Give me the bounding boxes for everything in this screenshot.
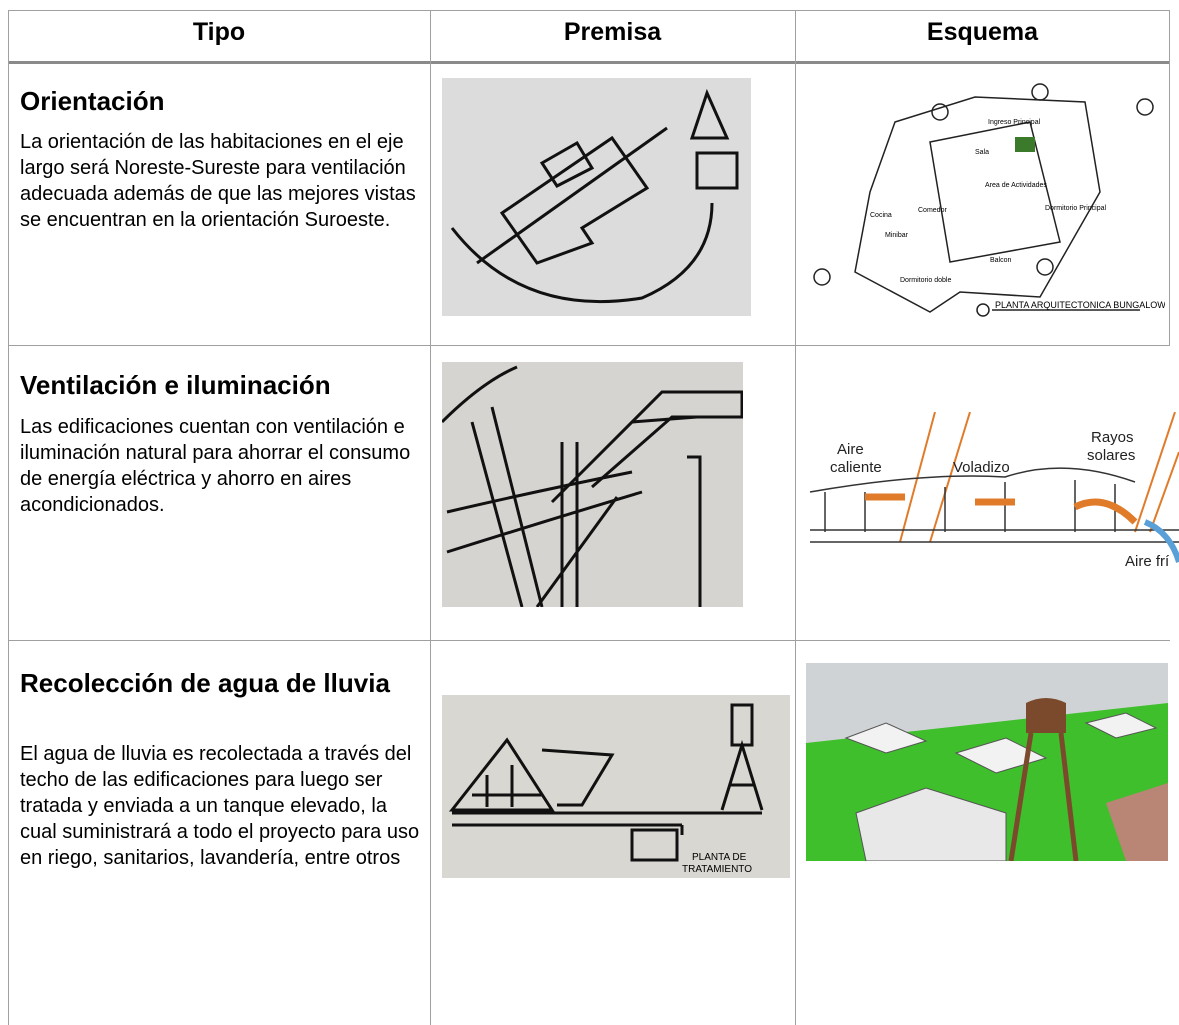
plan-label: Balcon — [990, 257, 1012, 264]
plan-label: Dormitorio Principal — [1045, 205, 1107, 212]
border — [8, 640, 1170, 641]
border — [8, 10, 9, 1025]
row-text: Las edificaciones cuentan con ventilació… — [20, 416, 411, 516]
border — [795, 10, 796, 1025]
row-text: La orientación de las habitaciones en el… — [20, 131, 416, 231]
diagram-label: Aire frí — [1125, 553, 1170, 570]
plan-label: Comedor — [918, 207, 947, 214]
border — [8, 61, 1170, 64]
sketch-image — [442, 78, 751, 316]
diagram-label: Voladizo — [953, 459, 1010, 476]
row-title: Ventilación e iluminación — [20, 370, 331, 400]
sketch-label: PLANTA DE — [692, 852, 747, 863]
header: Tipo — [192, 18, 246, 46]
sketch-label: TRATAMIENTO — [682, 864, 752, 875]
border — [8, 345, 1170, 346]
plan-label: Cocina — [870, 212, 892, 219]
plan-image: Ingreso Principal Sala Area de Actividad… — [800, 82, 1165, 320]
row-text: El agua de lluvia es recolectada a travé… — [20, 743, 420, 869]
render-image — [806, 663, 1168, 861]
row-title: Recolección de agua de lluvia — [20, 668, 390, 698]
diagram-label: Rayos — [1091, 429, 1134, 446]
plan-label: Dormitorio doble — [900, 277, 951, 284]
border — [1169, 10, 1170, 345]
diagram-label: solares — [1087, 447, 1135, 464]
border — [8, 10, 1170, 11]
diagram-label: caliente — [830, 459, 882, 476]
plan-label: Area de Actividades — [985, 182, 1047, 189]
row-title: Orientación — [20, 86, 165, 116]
sketch-image: PLANTA DE TRATAMIENTO — [442, 695, 790, 878]
header: Premisa — [563, 18, 662, 46]
plan-label: Sala — [975, 149, 989, 156]
diagram-image: Aire caliente Voladizo Rayos solares Air… — [805, 412, 1179, 570]
plan-label: PLANTA ARQUITECTONICA BUNGALOW — [995, 300, 1165, 310]
border — [430, 10, 431, 1025]
plan-label: Ingreso Principal — [988, 119, 1041, 126]
diagram-label: Aire — [837, 441, 864, 458]
sketch-image — [442, 362, 743, 607]
header: Esquema — [926, 18, 1039, 46]
plan-label: Minibar — [885, 232, 909, 239]
